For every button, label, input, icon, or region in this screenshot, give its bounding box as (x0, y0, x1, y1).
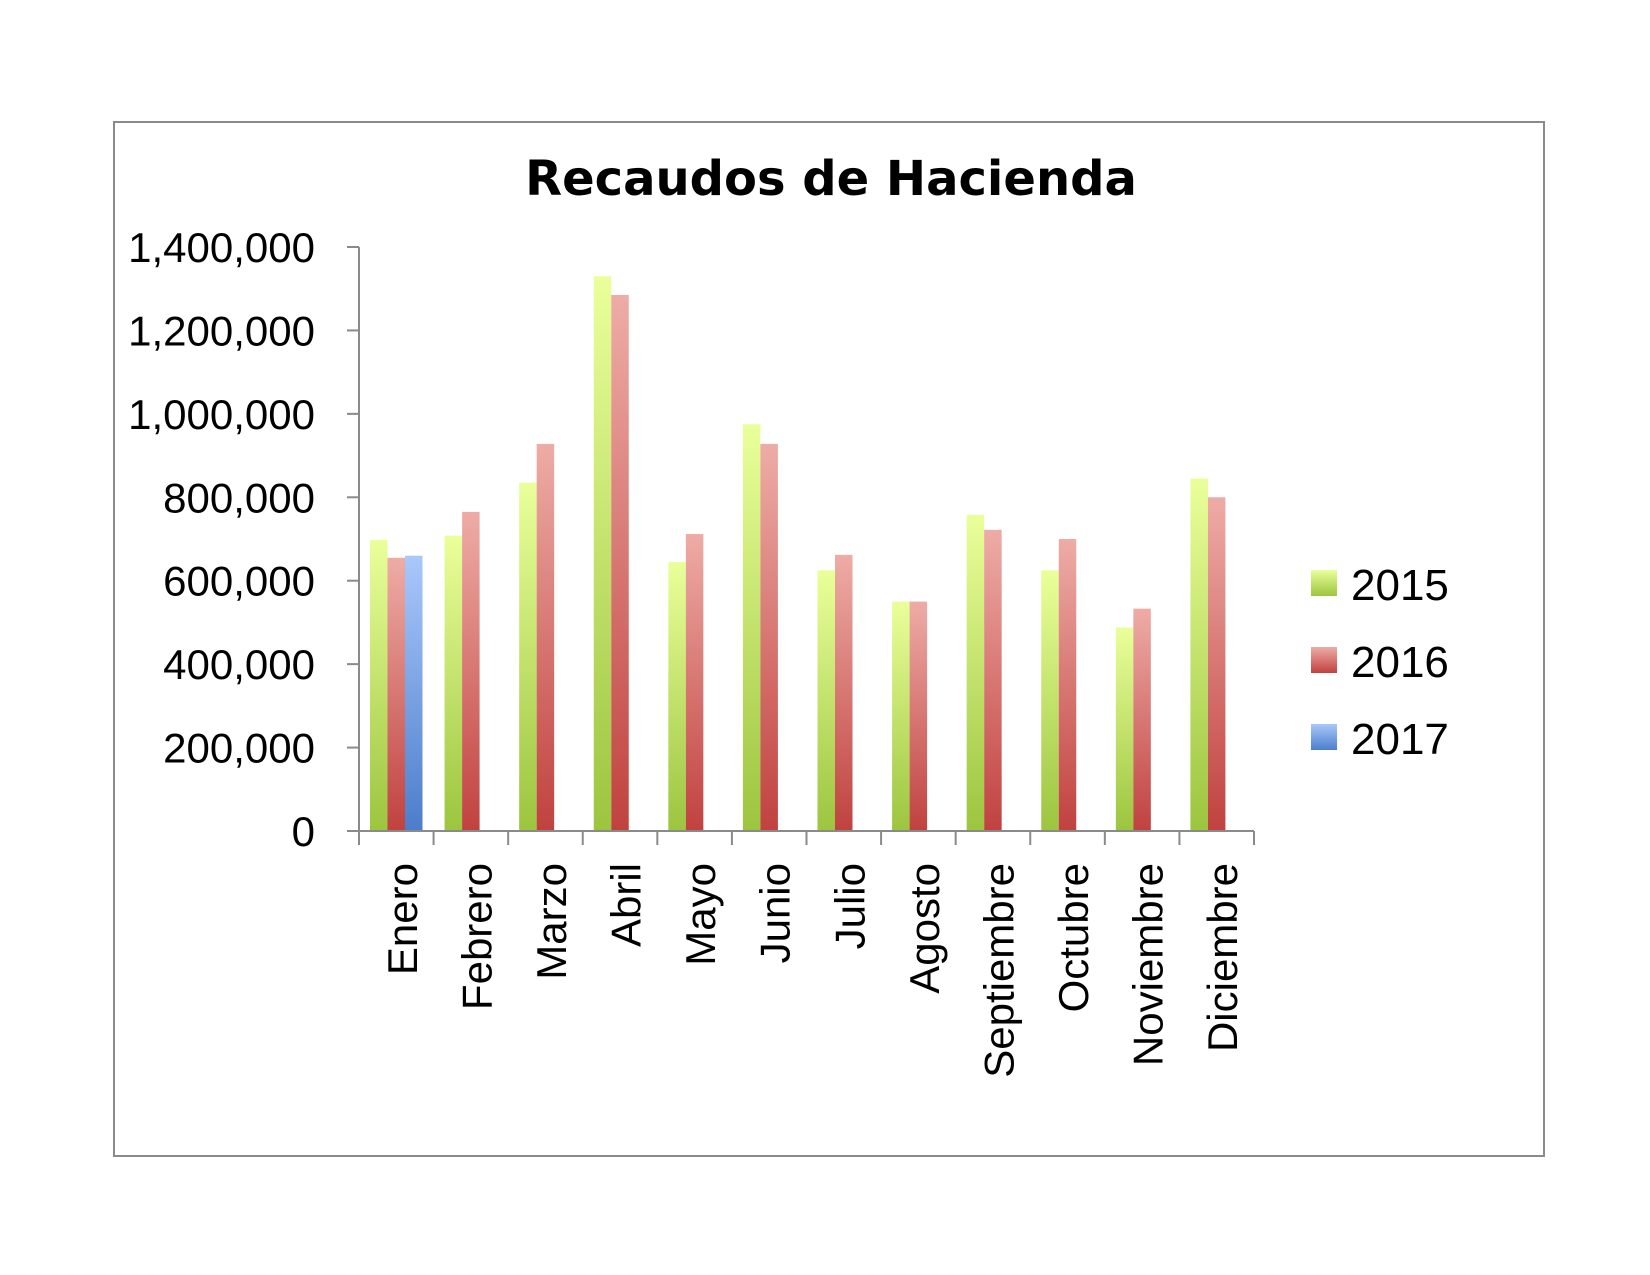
bar-2016-marzo (536, 443, 555, 831)
x-tick-label: Junio (752, 863, 799, 963)
bar-2015-febrero (444, 535, 463, 831)
x-axis: Enero Febrero Marzo Abril Mayo Junio Julio Agos… (358, 830, 1255, 1078)
bar-2016-septiembre (984, 529, 1002, 831)
bar-2016-enero (387, 557, 405, 831)
x-tick-label: Marzo (528, 863, 575, 980)
bar-2015-agosto (892, 601, 910, 831)
bar-2016-abril (611, 294, 629, 831)
y-tick-label: 200,000 (163, 725, 315, 772)
bar-2015-octubre (1041, 570, 1059, 831)
x-tick-label: Septiembre (975, 863, 1022, 1078)
chart-frame: Recaudos de Hacienda 0 200,000 400,000 600,… (113, 121, 1545, 1157)
bar-2015-marzo (519, 482, 537, 831)
legend-label-2016: 2016 (1351, 638, 1449, 687)
bar-2016-febrero (462, 511, 480, 831)
x-tick-label: Enero (379, 863, 426, 975)
x-tick-label: Agosto (901, 863, 948, 994)
legend-swatch-2015 (1311, 570, 1337, 596)
legend-swatch-2017 (1311, 724, 1337, 750)
bar-2016-octubre (1058, 539, 1077, 831)
x-tick-label: Mayo (677, 863, 724, 966)
x-tick-label: Abril (603, 863, 650, 947)
x-tick-label: Julio (826, 863, 873, 949)
legend-label-2017: 2017 (1351, 715, 1449, 764)
y-tick-label: 1,000,000 (128, 391, 315, 438)
bar-2016-julio (835, 554, 853, 831)
y-tick-label: 0 (292, 808, 315, 855)
bar-2017-enero (405, 555, 423, 831)
bar-2015-abril (593, 276, 612, 831)
legend-swatch-2016 (1311, 647, 1337, 673)
y-tick-label: 400,000 (163, 641, 315, 688)
bars (370, 276, 1226, 831)
y-tick-label: 800,000 (163, 474, 315, 521)
bar-2016-diciembre (1207, 497, 1226, 831)
y-axis: 0 200,000 400,000 600,000 800,000 1,000,000 1,… (128, 224, 360, 855)
x-tick-label: Febrero (453, 863, 500, 1010)
bar-2016-mayo (685, 533, 704, 831)
bar-2015-junio (742, 424, 761, 831)
bar-2016-junio (760, 443, 778, 831)
bar-2015-julio (817, 570, 835, 831)
bar-2015-noviembre (1115, 627, 1134, 831)
x-tick-label: Noviembre (1125, 863, 1172, 1066)
chart-title: Recaudos de Hacienda (525, 151, 1137, 207)
y-tick-label: 1,400,000 (128, 224, 315, 271)
bar-2015-enero (370, 539, 388, 831)
bar-2016-agosto (909, 601, 928, 831)
bar-2016-noviembre (1133, 608, 1151, 831)
chart-svg: Recaudos de Hacienda 0 200,000 400,000 600,… (128, 151, 1449, 1078)
legend: 2015 2016 2017 (1311, 561, 1449, 764)
bar-2015-septiembre (966, 514, 985, 831)
legend-label-2015: 2015 (1351, 561, 1449, 610)
bar-2015-diciembre (1190, 478, 1208, 831)
x-tick-label: Octubre (1050, 863, 1097, 1012)
bar-2015-mayo (668, 561, 686, 831)
y-tick-label: 1,200,000 (128, 307, 315, 354)
y-tick-label: 600,000 (163, 558, 315, 605)
x-tick-label: Diciembre (1199, 863, 1246, 1052)
